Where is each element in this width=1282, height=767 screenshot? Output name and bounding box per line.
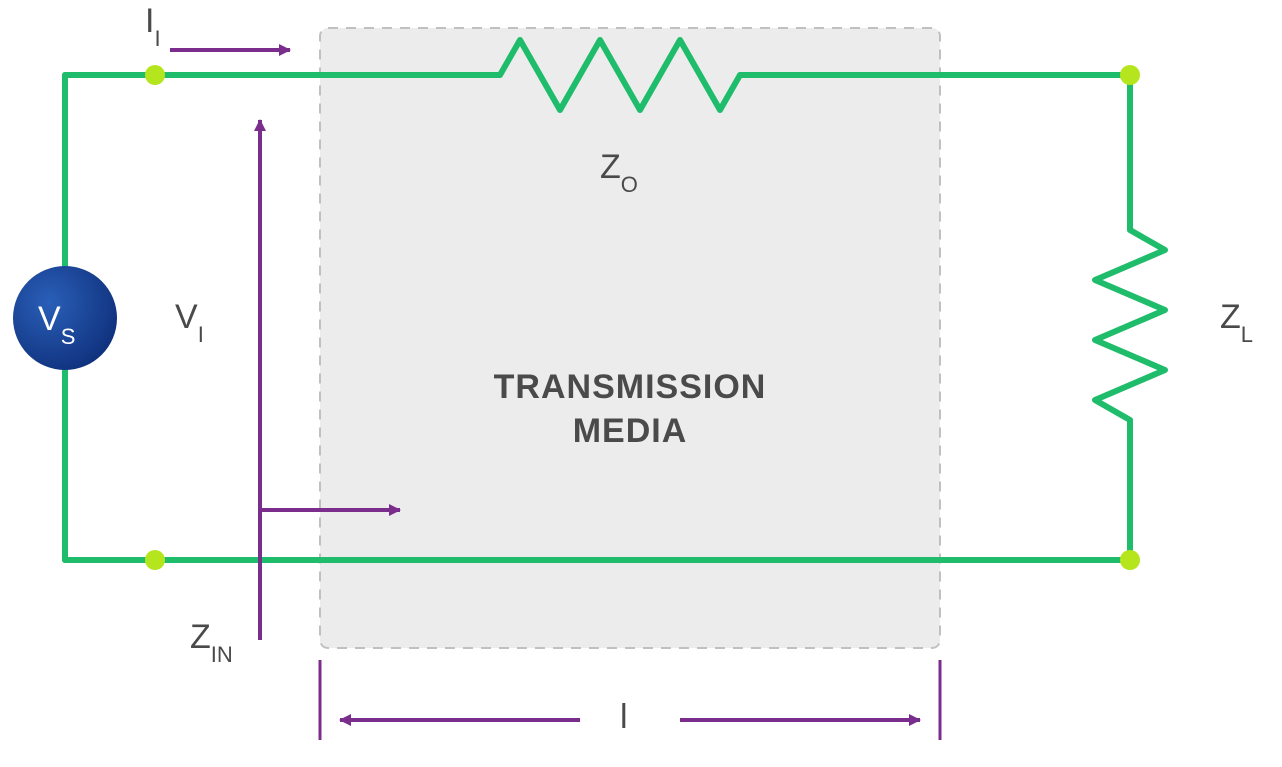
- zl-resistor: [1095, 215, 1165, 440]
- vi-label: VI: [175, 298, 204, 342]
- zl-label: ZL: [1220, 298, 1253, 342]
- transmission-box: [320, 28, 940, 648]
- zin-label: ZIN: [190, 618, 233, 662]
- vs-label: VS: [38, 300, 75, 344]
- z0-label: ZO: [600, 148, 638, 192]
- transmission-label: TRANSMISSION MEDIA: [470, 365, 790, 453]
- circuit-diagram: VS II VI ZIN ZO ZL TRANSMISSION MEDIA l: [0, 0, 1282, 767]
- length-label: l: [620, 698, 628, 737]
- ii-label: II: [145, 2, 161, 46]
